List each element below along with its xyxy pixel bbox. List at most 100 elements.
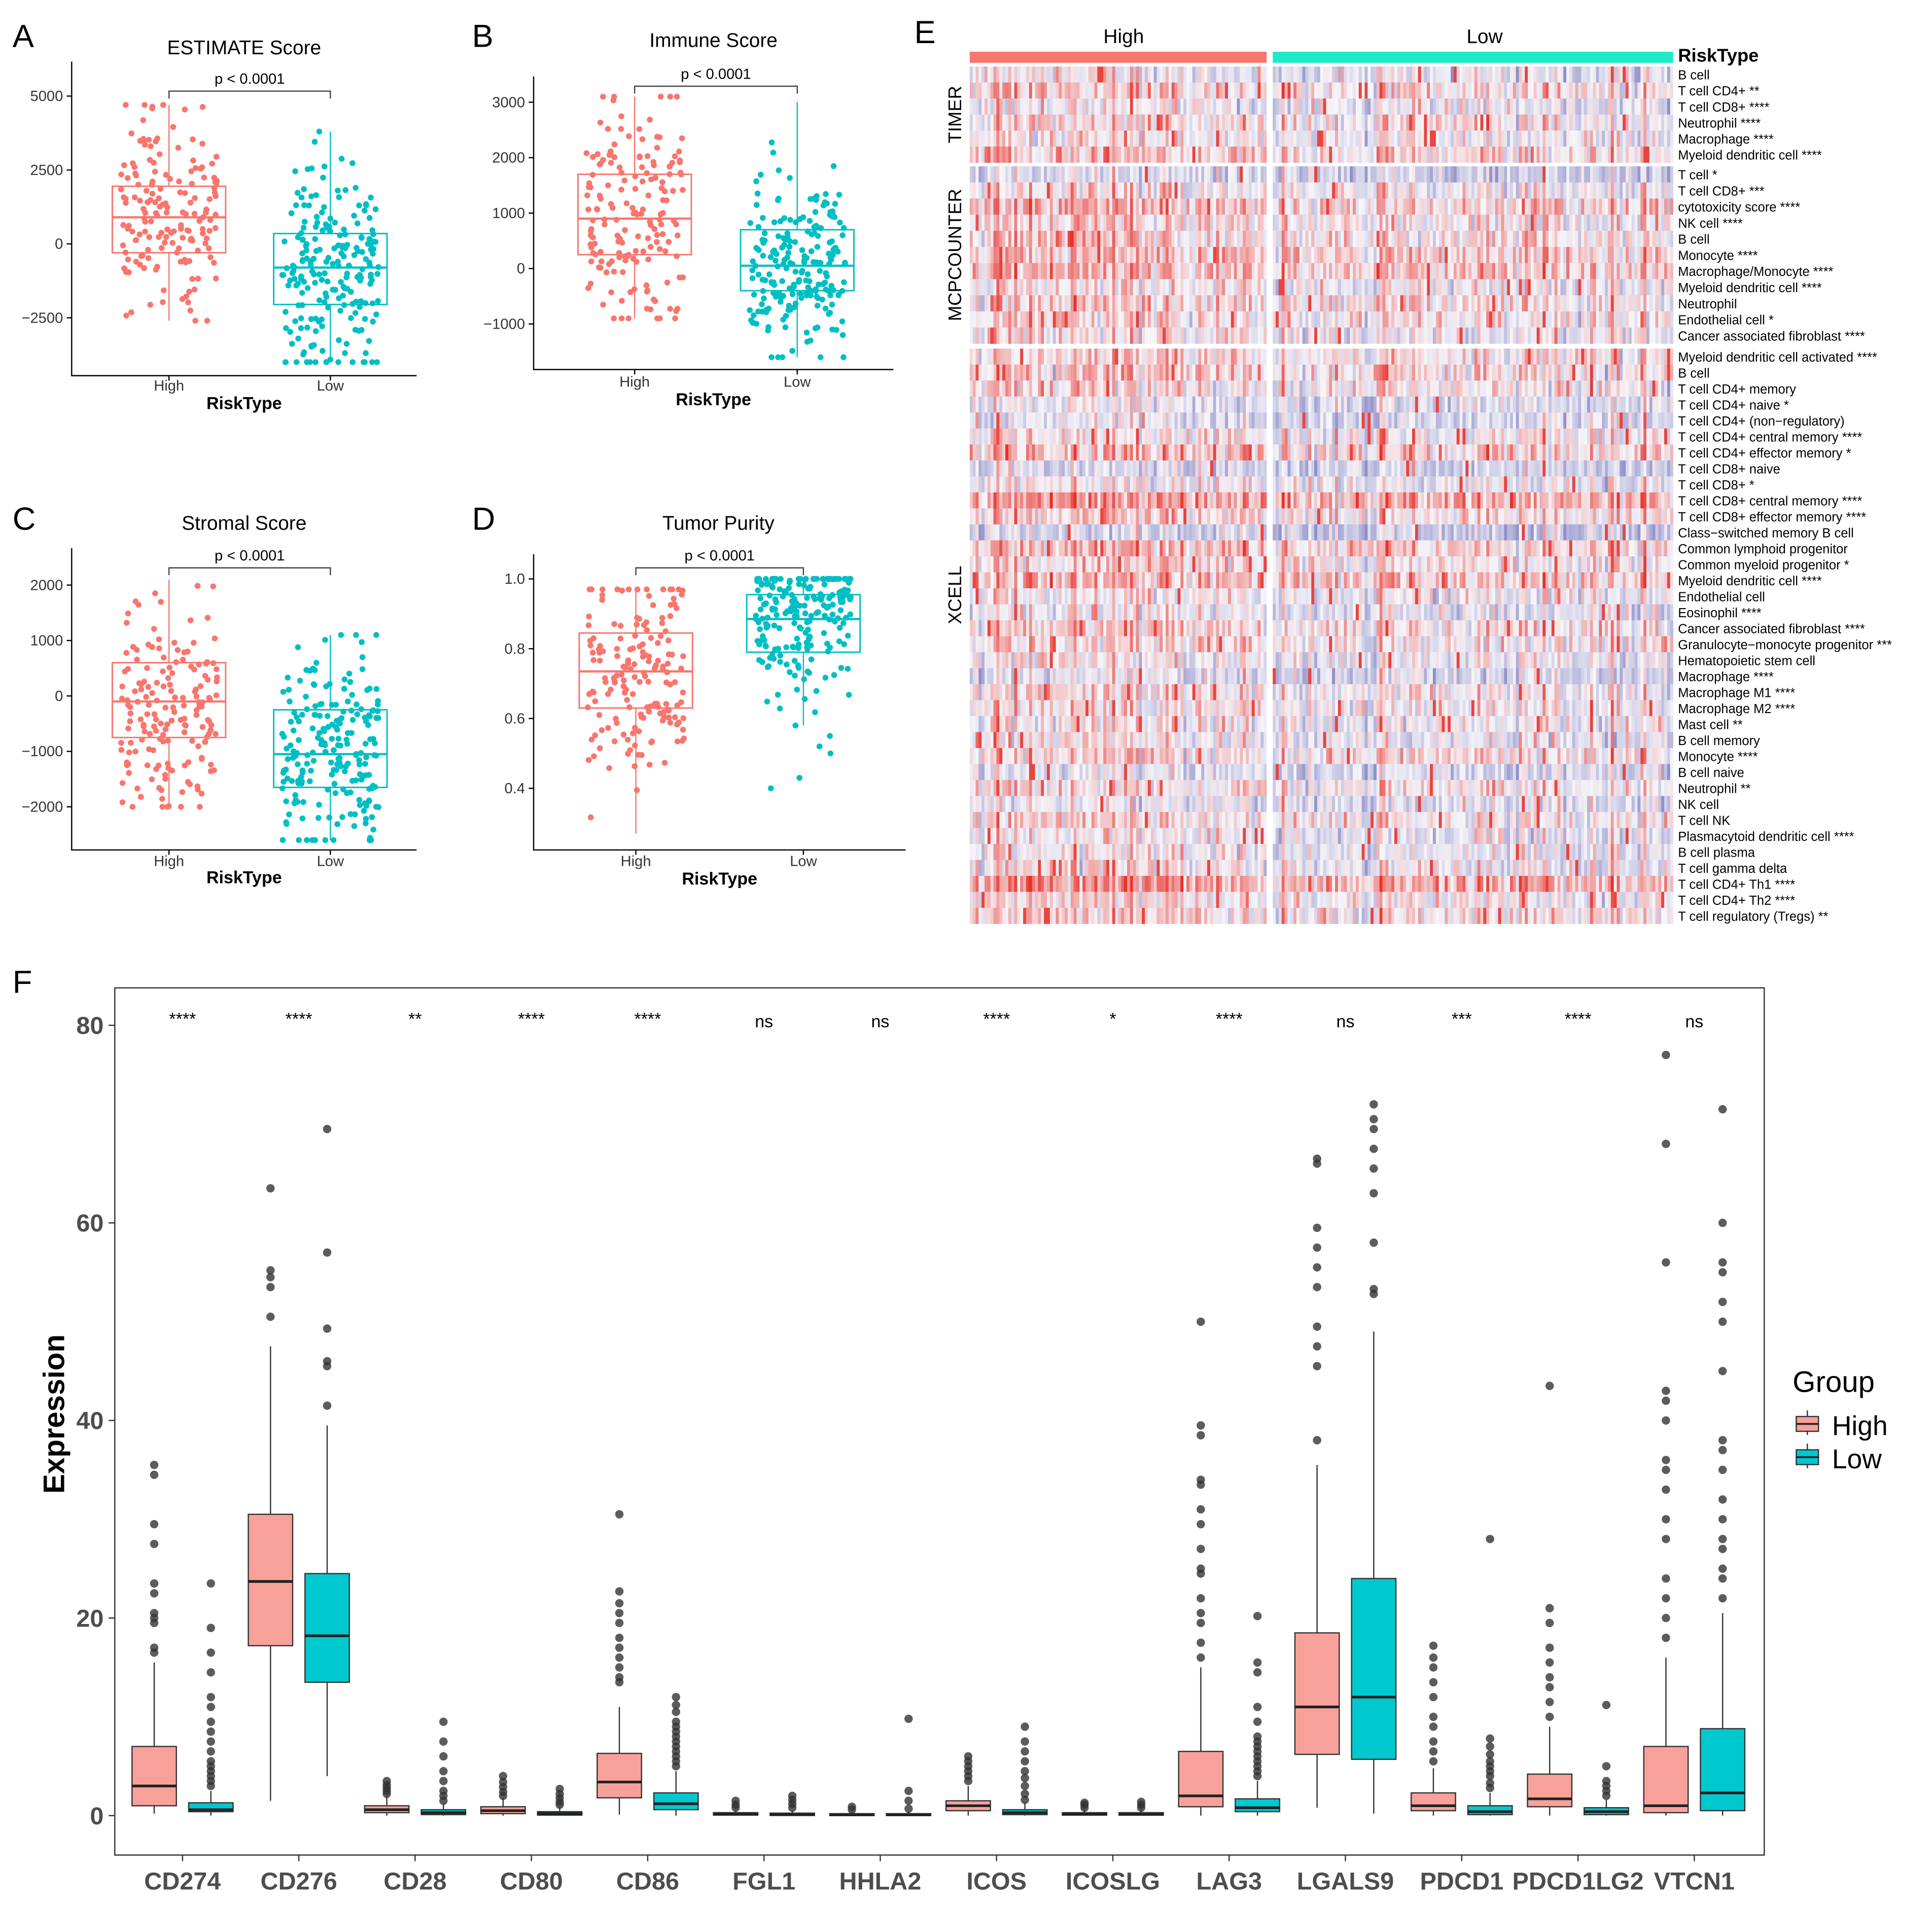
heatmap-cell [1341,198,1344,215]
heatmap-cell [1361,246,1365,263]
heatmap-cell [1545,198,1549,215]
heatmap-cell [1453,82,1457,99]
heatmap-cell [1177,279,1181,296]
data-point [648,635,654,641]
heatmap-cell [1371,263,1374,279]
heatmap-cell [1554,147,1558,163]
data-point [760,239,766,246]
heatmap-cell [1471,279,1475,296]
heatmap-cell [1142,82,1145,99]
heatmap-cell [1213,182,1216,199]
heatmap-cell [1462,215,1466,231]
heatmap-cell [1059,147,1062,163]
data-point [630,645,636,651]
heatmap-cell [1347,166,1350,183]
heatmap-cell [972,215,976,231]
heatmap-cell [1204,279,1208,296]
heatmap-cell [985,215,988,231]
heatmap-cell [1308,198,1312,215]
heatmap-cell [1350,263,1353,279]
data-point [792,239,798,245]
heatmap-cell [1076,98,1080,115]
heatmap-cell [1082,66,1086,83]
heatmap-cell [1234,82,1237,99]
heatmap-cell [1044,198,1047,215]
heatmap-cell [1376,198,1380,215]
heatmap-cell [985,114,988,131]
data-point [140,117,147,123]
data-point [805,284,811,291]
heatmap-cell [1341,166,1344,183]
heatmap-cell [1133,279,1136,296]
data-point [283,359,289,365]
heatmap-cell [1626,246,1629,263]
heatmap-cell [1219,98,1222,115]
data-point [153,716,159,723]
heatmap-cell [993,182,997,199]
heatmap-cell [1065,114,1068,131]
heatmap-cell [1605,166,1608,183]
heatmap-cell [1371,279,1374,296]
heatmap-cell [1020,215,1024,231]
heatmap-cell [1483,279,1487,296]
heatmap-cell [1542,82,1546,99]
heatmap-cell [1186,130,1190,147]
heatmap-cell [1243,246,1246,263]
heatmap-cell [1109,231,1113,248]
heatmap-cell [1424,279,1427,296]
heatmap-cell [1127,166,1131,183]
heatmap-cell [1640,114,1644,131]
heatmap-cell [1163,198,1166,215]
heatmap-cell [1020,166,1024,183]
heatmap-cell [1065,198,1068,215]
p-value-label: p < 0.0001 [215,71,285,87]
heatmap-cell [1127,98,1131,115]
heatmap-cell [1052,130,1056,147]
heatmap-cell [1453,198,1457,215]
heatmap-cell [1391,198,1395,215]
heatmap-cell [1421,246,1424,263]
heatmap-cell [1130,130,1134,147]
data-point [676,149,682,155]
heatmap-cell [1335,279,1339,296]
heatmap-cell [1002,246,1006,263]
heatmap-cell [1536,82,1540,99]
data-point [363,715,370,721]
heatmap-cell [1112,279,1115,296]
heatmap-cell [1590,82,1594,99]
heatmap-cell [1388,215,1392,231]
heatmap-cell [1257,246,1261,263]
heatmap-cell [1124,166,1128,183]
heatmap-cell [1062,295,1065,312]
heatmap-cell [1486,279,1490,296]
heatmap-cell [1640,98,1644,115]
heatmap-cell [1462,246,1466,263]
heatmap-cell [1599,82,1602,99]
data-point [304,285,311,291]
heatmap-cell [1296,166,1300,183]
heatmap-cell [1664,198,1668,215]
data-point [670,188,676,194]
heatmap-cell [1008,246,1012,263]
heatmap-cell [1029,147,1033,163]
heatmap-cell [1388,231,1392,248]
data-point [165,675,171,681]
heatmap-cell [1121,98,1125,115]
heatmap-cell [1139,130,1142,147]
data-point [186,228,192,234]
heatmap-cell [1038,215,1041,231]
heatmap-cell [1052,98,1056,115]
heatmap-cell [1246,198,1249,215]
heatmap-cell [1100,295,1104,312]
heatmap-cell [1160,182,1163,199]
heatmap-cell [996,198,1000,215]
heatmap-cell [1448,198,1451,215]
heatmap-cell [1073,182,1077,199]
data-point [818,596,824,603]
heatmap-cell [1459,198,1463,215]
data-point [587,280,594,287]
data-point [344,698,351,704]
data-point [644,153,651,159]
heatmap-cell [1335,182,1339,199]
heatmap-cell [1278,166,1282,183]
